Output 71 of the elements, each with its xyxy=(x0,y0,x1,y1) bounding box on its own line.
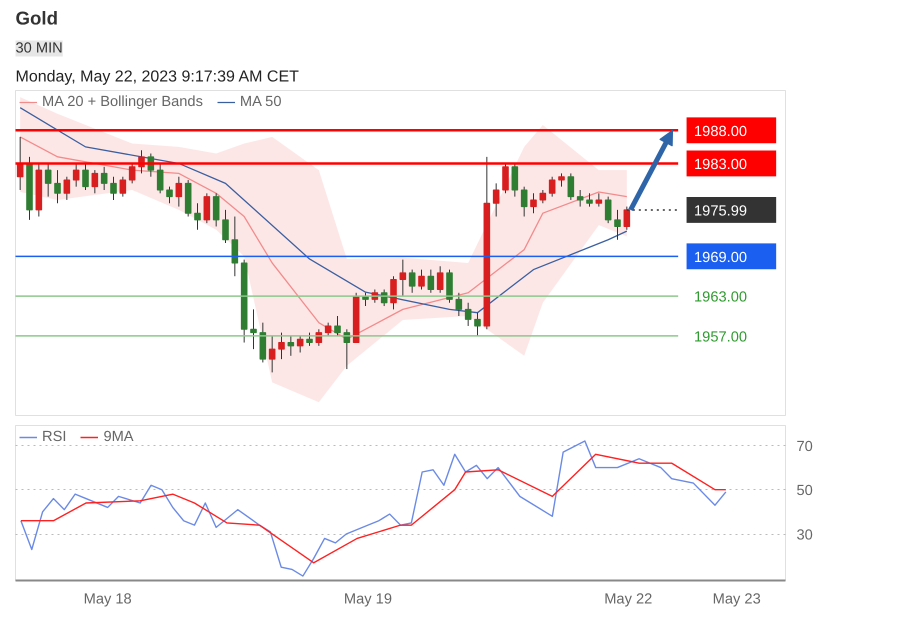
x-tick-label: May 18 xyxy=(84,592,132,608)
candlestick xyxy=(324,322,332,336)
candlestick xyxy=(268,335,276,373)
legend-label: MA 50 xyxy=(240,94,282,110)
y-tick-label: 30 xyxy=(796,528,813,544)
candlestick xyxy=(436,266,444,294)
ref-line-label: 1975.99 xyxy=(694,203,748,220)
candlestick xyxy=(576,189,584,208)
line-series xyxy=(20,454,727,564)
candlestick xyxy=(156,162,164,194)
legend-label: MA 20 + Bollinger Bands xyxy=(42,94,203,110)
line-series xyxy=(20,440,727,577)
candlestick xyxy=(306,332,313,346)
candlestick xyxy=(194,202,201,230)
candlestick xyxy=(558,172,565,188)
candlestick xyxy=(232,216,238,277)
candlestick xyxy=(296,335,304,353)
x-tick-label: May 19 xyxy=(344,592,392,608)
ref-line-label: 1988.00 xyxy=(694,124,748,140)
candlestick xyxy=(568,172,574,200)
candlestick xyxy=(604,196,612,224)
candlestick xyxy=(222,209,229,244)
ref-line-label: 1957.00 xyxy=(694,329,748,346)
candlestick xyxy=(120,176,126,198)
candlestick xyxy=(288,335,294,356)
candlestick xyxy=(540,189,546,204)
candlestick xyxy=(250,308,257,350)
candlestick xyxy=(166,186,173,204)
ref-line-label: 1963.00 xyxy=(694,290,748,306)
text: Monday, May 22, 2023 9:17:39 AM CET xyxy=(16,68,300,86)
candlestick xyxy=(428,269,434,294)
candlestick xyxy=(82,162,89,190)
candlestick xyxy=(512,162,518,198)
legend-label: 9MA xyxy=(103,429,134,445)
candlestick xyxy=(176,176,182,208)
candlestick xyxy=(54,170,61,204)
ref-line-label: 1983.00 xyxy=(694,156,748,173)
candlestick xyxy=(520,186,528,218)
candlestick xyxy=(128,162,136,184)
candlestick xyxy=(548,176,556,198)
y-tick-label: 70 xyxy=(796,438,813,455)
x-tick-label: May 22 xyxy=(604,592,652,608)
candlestick xyxy=(530,192,537,214)
candlestick xyxy=(100,166,108,190)
candlestick xyxy=(390,276,397,310)
candlestick xyxy=(400,259,406,297)
candlestick xyxy=(614,209,621,240)
ref-line-label: 1969.00 xyxy=(694,250,748,266)
candlestick xyxy=(64,176,70,200)
candlestick xyxy=(92,170,98,194)
candlestick xyxy=(474,312,481,336)
candlestick xyxy=(596,192,602,208)
candlestick xyxy=(464,302,472,326)
chart-title: Gold xyxy=(16,8,58,28)
candlestick xyxy=(418,269,425,290)
y-tick-label: 50 xyxy=(796,483,813,500)
chart-subtitle: 30 MIN xyxy=(16,40,63,56)
x-tick-label: May 23 xyxy=(712,592,761,608)
candlestick xyxy=(456,292,462,317)
candlestick xyxy=(492,182,500,218)
candlestick xyxy=(44,162,52,198)
candlestick xyxy=(72,162,80,188)
candlestick xyxy=(586,192,593,208)
candlestick xyxy=(110,176,117,200)
candlestick xyxy=(502,162,509,194)
candlestick xyxy=(204,192,210,224)
candlestick xyxy=(212,192,220,227)
candlestick xyxy=(278,332,285,360)
legend-label: RSI xyxy=(42,429,66,445)
candlestick xyxy=(334,316,341,336)
candlestick xyxy=(408,269,416,294)
